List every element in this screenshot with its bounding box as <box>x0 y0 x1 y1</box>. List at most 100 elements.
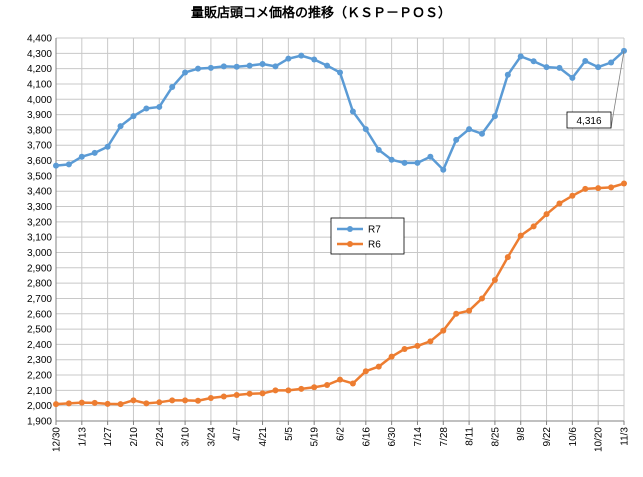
data-point-r6 <box>530 223 537 230</box>
data-point-r7 <box>143 105 150 112</box>
data-point-r6 <box>259 390 266 397</box>
data-point-r6 <box>91 399 98 406</box>
data-point-r7 <box>220 63 227 70</box>
x-tick-label: 1/27 <box>103 427 114 447</box>
x-tick-label: 6/2 <box>336 427 347 441</box>
x-tick-label: 10/6 <box>568 427 579 447</box>
data-point-r6 <box>311 384 318 391</box>
y-tick-label: 2,800 <box>27 279 52 290</box>
data-point-r7 <box>78 153 85 160</box>
data-point-r7 <box>401 159 408 166</box>
callout-leader <box>610 50 625 129</box>
y-tick-label: 3,700 <box>27 141 52 152</box>
x-tick-label: 8/25 <box>490 427 501 447</box>
x-axis-ticks: 12/30 1/13 1/27 2/10 2/24 3/10 3/24 4/7 4/21 5/5 5… <box>52 427 631 452</box>
data-point-r7 <box>479 130 485 137</box>
y-tick-label: 3,500 <box>27 171 52 182</box>
data-point-r6 <box>440 327 447 334</box>
data-point-r7 <box>182 69 189 76</box>
data-point-r6 <box>220 393 227 400</box>
data-point-r7 <box>453 136 460 143</box>
data-point-r6 <box>375 363 382 370</box>
y-tick-label: 3,300 <box>27 202 52 213</box>
data-point-r7 <box>595 64 602 71</box>
data-point-r7 <box>414 159 421 166</box>
x-tick-label: 6/30 <box>387 427 398 447</box>
data-point-r6 <box>517 232 524 239</box>
data-point-r6 <box>117 401 124 408</box>
data-point-r6 <box>337 376 343 383</box>
chart-title: 量販店頭コメ価格の推移（ＫＳＰ－ＰＯＳ） <box>191 5 451 21</box>
data-point-r6 <box>78 399 85 406</box>
y-tick-label: 2,600 <box>27 309 52 320</box>
data-point-r7 <box>517 53 524 60</box>
x-tick-label: 5/19 <box>310 427 321 447</box>
data-point-r7 <box>324 62 331 69</box>
data-point-r7 <box>440 166 447 173</box>
data-point-r7 <box>207 64 214 71</box>
data-point-r7 <box>543 64 550 71</box>
y-tick-label: 2,300 <box>27 355 52 366</box>
data-point-r6 <box>324 381 331 388</box>
data-point-r6 <box>349 380 356 387</box>
legend-label: R6 <box>368 240 381 251</box>
x-tick-label: 2/10 <box>129 427 140 447</box>
data-point-r7 <box>233 63 240 70</box>
data-point-r6 <box>569 192 576 199</box>
y-tick-label: 4,400 <box>27 34 52 45</box>
callout-label: 4,316 <box>576 116 601 127</box>
x-tick-label: 8/11 <box>465 427 476 446</box>
x-tick-label: 9/22 <box>542 427 553 447</box>
data-point-r7 <box>195 65 201 72</box>
y-tick-label: 3,800 <box>27 125 52 136</box>
legend-marker <box>347 226 353 232</box>
legend-box <box>330 217 405 255</box>
data-point-r6 <box>362 368 369 375</box>
x-tick-label: 9/8 <box>516 427 527 441</box>
y-tick-label: 3,900 <box>27 110 52 121</box>
data-point-r6 <box>466 307 473 314</box>
data-point-r6 <box>504 254 511 261</box>
data-point-r6 <box>427 338 434 345</box>
data-point-r6 <box>479 295 485 302</box>
y-tick-label: 3,400 <box>27 187 52 198</box>
x-tick-label: 3/24 <box>206 427 217 447</box>
data-point-r7 <box>311 56 318 63</box>
y-tick-label: 4,300 <box>27 49 52 60</box>
y-tick-label: 2,400 <box>27 340 52 351</box>
data-point-r6 <box>298 385 305 392</box>
data-point-r6 <box>285 387 292 394</box>
x-tick-label: 12/30 <box>52 427 63 452</box>
data-point-r7 <box>608 59 615 66</box>
data-point-r6 <box>182 397 189 404</box>
y-tick-label: 3,000 <box>27 248 52 259</box>
data-point-r6 <box>207 395 214 402</box>
data-point-r7 <box>582 57 589 64</box>
data-point-r6 <box>104 400 111 407</box>
y-tick-label: 2,700 <box>27 294 52 305</box>
legend-label: R7 <box>368 225 381 236</box>
y-tick-label: 2,900 <box>27 263 52 274</box>
data-point-r6 <box>169 397 176 404</box>
axes <box>55 38 625 425</box>
data-point-r7 <box>156 103 163 110</box>
x-tick-label: 6/16 <box>361 427 372 447</box>
legend-marker <box>347 241 353 247</box>
x-tick-label: 7/28 <box>439 427 450 447</box>
data-point-r6 <box>130 397 137 404</box>
data-point-r6 <box>556 200 563 207</box>
data-point-r7 <box>91 149 98 156</box>
x-tick-label: 2/24 <box>155 427 166 447</box>
x-tick-label: 1/13 <box>77 427 88 447</box>
data-point-r7 <box>169 84 176 91</box>
data-point-r7 <box>130 113 137 120</box>
data-point-r6 <box>608 184 615 191</box>
y-tick-label: 2,200 <box>27 371 52 382</box>
data-point-r7 <box>466 126 473 133</box>
data-point-r6 <box>621 180 627 187</box>
data-point-r7 <box>556 64 563 71</box>
data-point-r7 <box>246 62 253 69</box>
data-point-r6 <box>65 400 72 407</box>
y-tick-label: 3,200 <box>27 217 52 228</box>
